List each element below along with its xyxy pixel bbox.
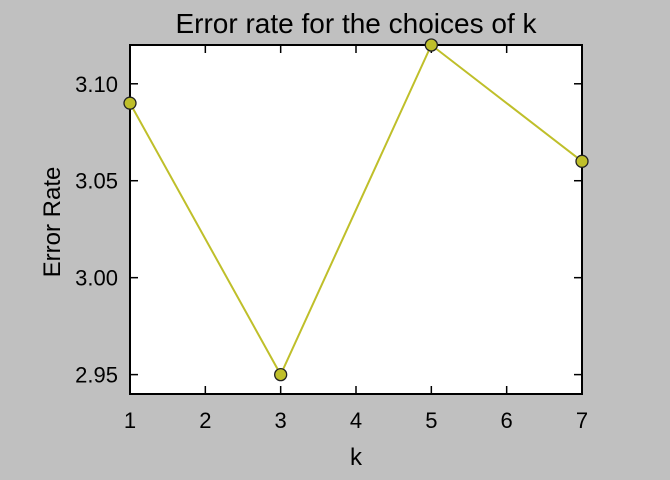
x-tick-label: 3 (275, 408, 287, 433)
y-tick-label: 3.05 (75, 169, 118, 194)
x-tick-label: 5 (425, 408, 437, 433)
chart-title: Error rate for the choices of k (175, 8, 537, 39)
y-tick-label: 3.00 (75, 266, 118, 291)
data-point (123, 96, 137, 110)
x-tick-label: 7 (576, 408, 588, 433)
data-point (274, 367, 288, 382)
series-layer (123, 38, 589, 382)
series-line (129, 43, 583, 377)
x-tick-label: 2 (199, 408, 211, 433)
x-axis-ticks: 1 2 3 4 5 6 7 (124, 45, 588, 433)
x-tick-label: 6 (501, 408, 513, 433)
data-point (575, 154, 589, 168)
x-axis-label: k (350, 444, 363, 471)
y-tick-label: 2.95 (75, 363, 118, 388)
x-tick-label: 4 (350, 408, 362, 433)
y-tick-label: 3.10 (75, 72, 118, 97)
data-point (424, 38, 438, 52)
y-axis-label: Error Rate (39, 167, 66, 278)
x-tick-label: 1 (124, 408, 136, 433)
plot-area (129, 44, 583, 395)
y-axis-ticks: 2.95 3.00 3.05 3.10 (75, 72, 582, 388)
